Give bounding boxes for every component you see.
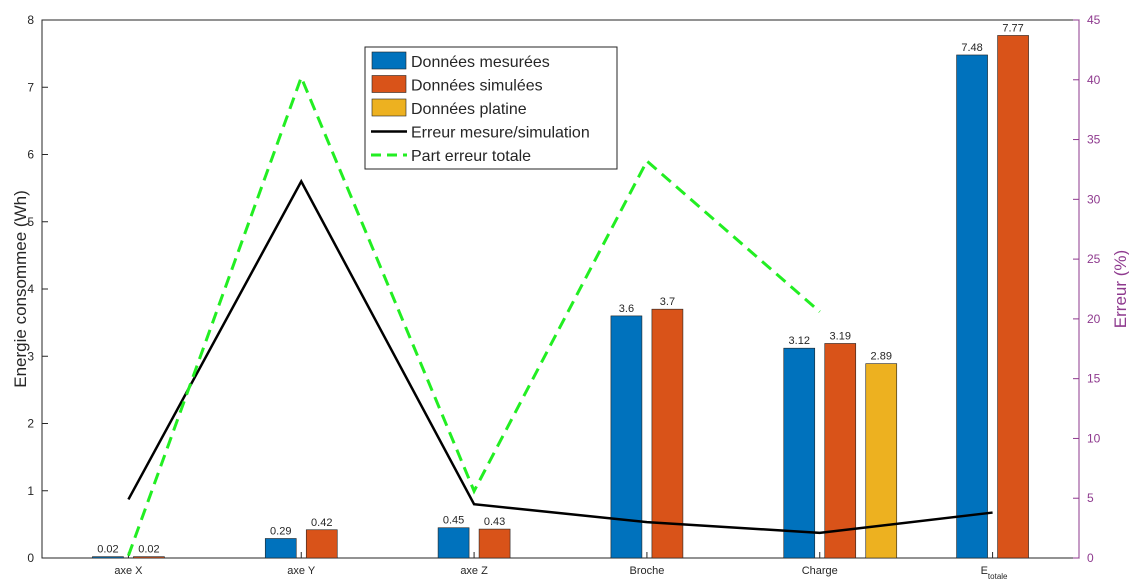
y-tick-label: 8: [27, 13, 34, 27]
bar: [305, 529, 338, 559]
y2-tick-label: 20: [1087, 312, 1101, 326]
bar: [824, 343, 857, 559]
x-tick-label: Charge: [802, 565, 838, 577]
legend-entry-label: Données platine: [411, 101, 527, 118]
bar: [865, 363, 898, 559]
bar-data-label: 2.89: [871, 351, 892, 363]
bar-data-label: 0.43: [484, 516, 505, 528]
x-tick-label-subscript: totale: [988, 572, 1008, 579]
y2-tick-label: 0: [1087, 551, 1094, 565]
y-tick-label: 7: [27, 80, 34, 94]
legend-box: [364, 46, 618, 170]
y-tick-label: 4: [27, 282, 34, 296]
y-tick-label: 1: [27, 484, 34, 498]
y2-tick-label: 10: [1087, 431, 1101, 445]
x-tick-label: axe X: [114, 565, 143, 577]
bar: [437, 527, 470, 559]
y2-tick-label: 30: [1087, 192, 1101, 206]
y2-tick-label: 35: [1087, 133, 1101, 147]
x-tick-label: Broche: [629, 565, 664, 577]
bar: [651, 308, 684, 559]
bar: [956, 54, 988, 559]
x-tick-label: Etotale: [981, 565, 1008, 579]
legend-swatch: [371, 98, 407, 117]
y-tick-label: 2: [27, 417, 34, 431]
y-tick-label: 5: [27, 215, 34, 229]
bar-data-label: 0.45: [443, 515, 464, 527]
erreur-line: [127, 178, 993, 535]
bar-data-label: 3.7: [660, 296, 675, 308]
bar-data-label: 3.19: [830, 330, 851, 342]
legend-swatch: [371, 75, 407, 93]
bar: [610, 315, 643, 559]
y2-tick-label: 25: [1087, 252, 1101, 266]
bar-data-label: 0.42: [311, 517, 332, 529]
bar: [264, 538, 297, 559]
y-tick-label: 0: [27, 551, 34, 565]
legend-entry-label: Données simulées: [411, 78, 543, 95]
y2-tick-label: 15: [1087, 372, 1101, 386]
part-erreur-line: [127, 73, 821, 557]
bar: [478, 528, 511, 559]
bar: [997, 35, 1029, 559]
y-tick-label: 6: [27, 148, 34, 162]
y-axis-label: Energie consommee (Wh): [11, 190, 30, 387]
bar-data-label: 7.48: [961, 42, 982, 54]
legend-swatch: [371, 51, 407, 70]
x-tick-label: axe Y: [287, 565, 316, 577]
y2-tick-label: 40: [1087, 73, 1101, 87]
bar-data-label: 3.6: [619, 303, 634, 315]
bar: [92, 556, 124, 559]
bar: [783, 347, 816, 559]
legend-entry-label: Part erreur totale: [411, 148, 531, 165]
bar-data-label: 3.12: [789, 335, 810, 347]
y2-tick-label: 45: [1087, 13, 1101, 27]
legend-entry-label: Données mesurées: [411, 54, 550, 71]
bar-data-label: 7.77: [1002, 22, 1023, 34]
y2-tick-label: 5: [1087, 491, 1094, 505]
bar-data-label: 0.02: [138, 544, 159, 556]
bar-data-label: 0.02: [97, 544, 118, 556]
y-tick-label: 3: [27, 349, 34, 363]
y2-axis-label: Erreur (%): [1111, 250, 1129, 328]
bar: [133, 556, 165, 559]
bar-data-label: 0.29: [270, 525, 291, 537]
legend-entry-label: Erreur mesure/simulation: [411, 125, 590, 142]
x-tick-label: axe Z: [460, 565, 488, 577]
